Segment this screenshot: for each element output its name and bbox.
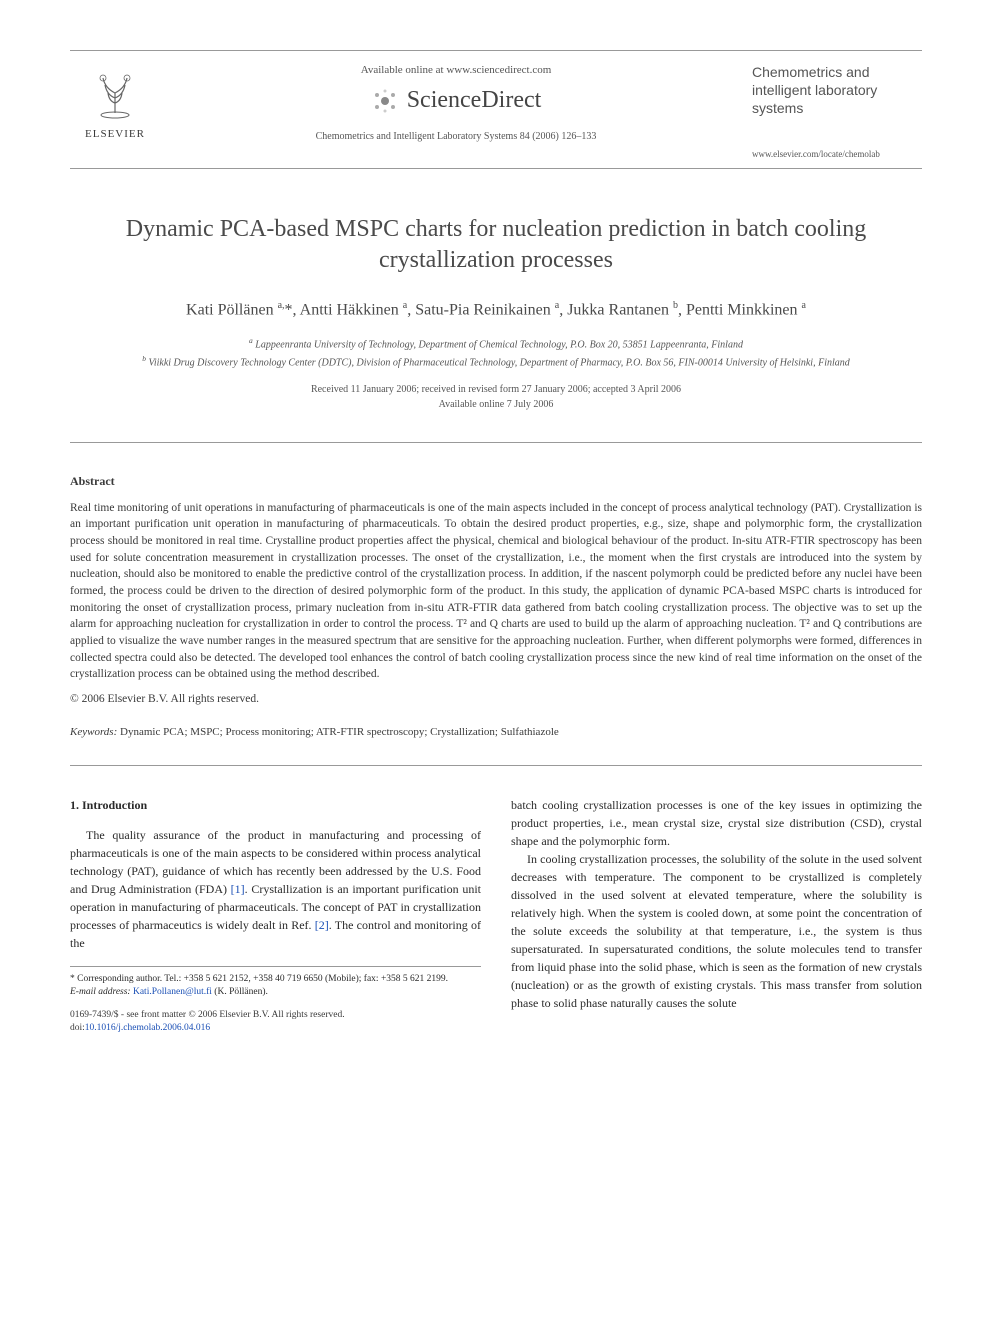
corresponding-author: * Corresponding author. Tel.: +358 5 621…: [70, 973, 481, 986]
elsevier-label: ELSEVIER: [85, 127, 145, 142]
header-center: Available online at www.sciencedirect.co…: [160, 63, 752, 144]
elsevier-block: ELSEVIER: [70, 63, 160, 142]
front-matter: 0169-7439/$ - see front matter © 2006 El…: [70, 1009, 481, 1022]
abstract-copyright: © 2006 Elsevier B.V. All rights reserved…: [70, 691, 922, 707]
journal-title: Chemometrics and intelligent laboratory …: [752, 63, 922, 118]
affiliation-a: a Lappeenranta University of Technology,…: [130, 335, 862, 352]
journal-header: ELSEVIER Available online at www.science…: [70, 50, 922, 169]
ref-link-1[interactable]: [1]: [231, 882, 245, 896]
doi-line: doi:10.1016/j.chemolab.2006.04.016: [70, 1022, 481, 1035]
divider-top: [70, 442, 922, 443]
article-dates: Received 11 January 2006; received in re…: [70, 382, 922, 412]
affiliation-b: b Viikki Drug Discovery Technology Cente…: [130, 353, 862, 370]
received-date: Received 11 January 2006; received in re…: [70, 382, 922, 397]
article-title: Dynamic PCA-based MSPC charts for nuclea…: [70, 214, 922, 276]
email-line: E-mail address: Kati.Pollanen@lut.fi (K.…: [70, 986, 481, 999]
ref-link-2[interactable]: [2]: [315, 918, 329, 932]
intro-paragraph-right-1: batch cooling crystallization processes …: [511, 796, 922, 850]
sciencedirect-brand: ScienceDirect: [180, 84, 732, 118]
journal-url: www.elsevier.com/locate/chemolab: [752, 148, 922, 161]
sciencedirect-text: ScienceDirect: [407, 84, 542, 118]
doi-block: 0169-7439/$ - see front matter © 2006 El…: [70, 1009, 481, 1036]
footnotes: * Corresponding author. Tel.: +358 5 621…: [70, 966, 481, 1000]
journal-block: Chemometrics and intelligent laboratory …: [752, 63, 922, 160]
doi-link[interactable]: 10.1016/j.chemolab.2006.04.016: [85, 1023, 210, 1033]
email-label: E-mail address:: [70, 987, 131, 997]
citation-line: Chemometrics and Intelligent Laboratory …: [180, 130, 732, 144]
keywords-line: Keywords: Dynamic PCA; MSPC; Process mon…: [70, 725, 922, 754]
body-columns: 1. Introduction The quality assurance of…: [70, 796, 922, 1036]
intro-heading: 1. Introduction: [70, 796, 481, 814]
abstract-body: Real time monitoring of unit operations …: [70, 500, 922, 683]
sciencedirect-icon: [371, 87, 399, 115]
right-column: batch cooling crystallization processes …: [511, 796, 922, 1036]
email-link[interactable]: Kati.Pollanen@lut.fi: [133, 987, 212, 997]
authors-line: Kati Pöllänen a,*, Antti Häkkinen a, Sat…: [70, 299, 922, 322]
abstract-heading: Abstract: [70, 473, 922, 490]
keywords-text: Dynamic PCA; MSPC; Process monitoring; A…: [120, 726, 559, 738]
left-column: 1. Introduction The quality assurance of…: [70, 796, 481, 1036]
divider-bottom: [70, 765, 922, 766]
online-date: Available online 7 July 2006: [70, 397, 922, 412]
affiliations: a Lappeenranta University of Technology,…: [70, 335, 922, 370]
intro-paragraph-left: The quality assurance of the product in …: [70, 826, 481, 952]
available-online-text: Available online at www.sciencedirect.co…: [180, 63, 732, 78]
elsevier-tree-icon: [85, 63, 145, 123]
keywords-label: Keywords:: [70, 726, 117, 738]
email-author: (K. Pöllänen).: [214, 987, 268, 997]
intro-paragraph-right-2: In cooling crystallization processes, th…: [511, 850, 922, 1012]
